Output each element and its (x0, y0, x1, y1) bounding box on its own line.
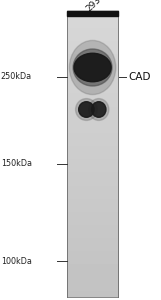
Bar (67, 11, 118, 16)
Text: 293T: 293T (85, 0, 107, 14)
Ellipse shape (92, 102, 106, 117)
Text: 250kDa: 250kDa (1, 72, 32, 81)
Ellipse shape (73, 49, 112, 86)
Text: CAD: CAD (128, 71, 151, 82)
Ellipse shape (69, 40, 116, 94)
Text: 150kDa: 150kDa (1, 159, 32, 168)
Text: 100kDa: 100kDa (1, 256, 32, 266)
Ellipse shape (89, 99, 109, 120)
Ellipse shape (79, 102, 94, 117)
Ellipse shape (74, 53, 111, 82)
Ellipse shape (76, 99, 97, 120)
